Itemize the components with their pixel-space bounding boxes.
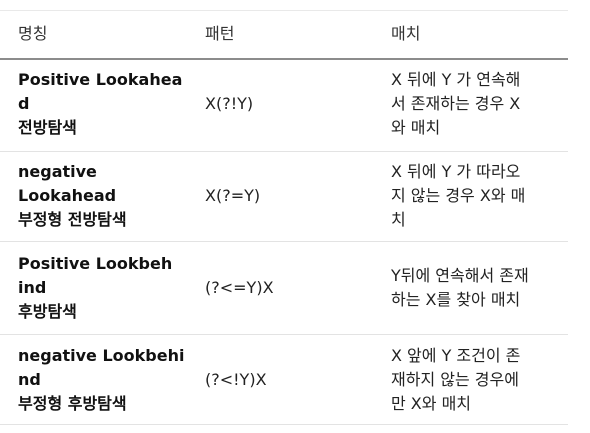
row-name-cell: negative Lookbehi nd 부정형 후방탐색 bbox=[18, 344, 184, 416]
name-line: 부정형 전방탐색 bbox=[18, 210, 127, 229]
name-line: negative bbox=[18, 162, 97, 181]
match-line: X 뒤에 Y 가 연속해 bbox=[391, 70, 521, 89]
row-pattern-cell: X(?=Y) bbox=[205, 186, 261, 205]
table-bottom-border bbox=[0, 424, 568, 425]
name-line: d bbox=[18, 94, 30, 113]
row-pattern-cell: X(?!Y) bbox=[205, 94, 254, 113]
name-line: Positive Lookahea bbox=[18, 70, 183, 89]
name-line: negative Lookbehi bbox=[18, 346, 185, 365]
name-line: 전방탐색 bbox=[18, 118, 77, 137]
name-line: 부정형 후방탐색 bbox=[18, 394, 127, 413]
match-line: X 뒤에 Y 가 따라오 bbox=[391, 162, 521, 181]
match-line: 서 존재하는 경우 X bbox=[391, 94, 521, 113]
row-pattern-cell: (?<!Y)X bbox=[205, 370, 267, 389]
row-divider bbox=[0, 241, 568, 242]
name-line: nd bbox=[18, 370, 41, 389]
row-name-cell: negative Lookahead 부정형 전방탐색 bbox=[18, 160, 127, 232]
row-match-cell: X 앞에 Y 조건이 존 재하지 않는 경우에 만 X와 매치 bbox=[391, 344, 520, 416]
match-line: 와 매치 bbox=[391, 118, 441, 137]
header-pattern: 패턴 bbox=[205, 24, 235, 43]
row-pattern-cell: (?<=Y)X bbox=[205, 278, 274, 297]
name-line: ind bbox=[18, 278, 47, 297]
match-line: 재하지 않는 경우에 bbox=[391, 370, 519, 389]
row-match-cell: Y뒤에 연속해서 존재 하는 X를 찾아 매치 bbox=[391, 264, 529, 312]
match-line: 지 않는 경우 X와 매 bbox=[391, 186, 526, 205]
match-line: 치 bbox=[391, 210, 406, 229]
row-match-cell: X 뒤에 Y 가 따라오 지 않는 경우 X와 매 치 bbox=[391, 160, 525, 232]
row-divider bbox=[0, 334, 568, 335]
match-line: 하는 X를 찾아 매치 bbox=[391, 290, 521, 309]
header-name: 명칭 bbox=[18, 24, 48, 43]
name-line: Positive Lookbeh bbox=[18, 254, 173, 273]
match-line: X 앞에 Y 조건이 존 bbox=[391, 346, 521, 365]
match-line: Y뒤에 연속해서 존재 bbox=[391, 266, 529, 285]
table-top-border bbox=[0, 10, 568, 11]
match-line: 만 X와 매치 bbox=[391, 394, 472, 413]
header-match: 매치 bbox=[391, 24, 421, 43]
row-divider bbox=[0, 151, 568, 152]
row-name-cell: Positive Lookahea d 전방탐색 bbox=[18, 68, 182, 140]
name-line: 후방탐색 bbox=[18, 302, 77, 321]
row-match-cell: X 뒤에 Y 가 연속해 서 존재하는 경우 X 와 매치 bbox=[391, 68, 520, 140]
name-line: Lookahead bbox=[18, 186, 117, 205]
row-name-cell: Positive Lookbeh ind 후방탐색 bbox=[18, 252, 172, 324]
header-divider bbox=[0, 58, 568, 60]
